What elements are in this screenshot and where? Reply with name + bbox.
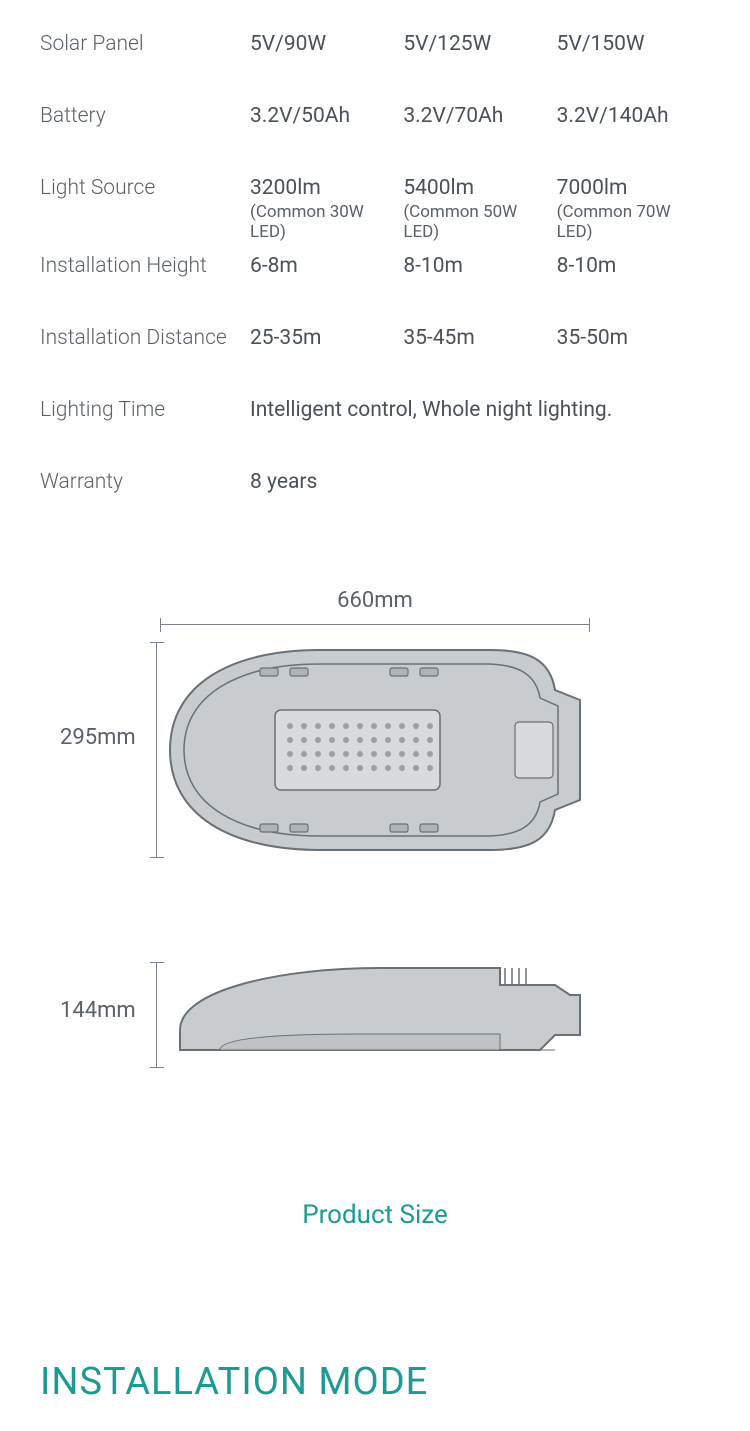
- spec-table: Solar Panel 5V/90W 5V/125W 5V/150W Batte…: [0, 0, 750, 530]
- spec-subvalue: (Common 50W LED): [403, 202, 556, 242]
- product-top-view: [160, 640, 590, 860]
- spec-subvalue: (Common 70W LED): [557, 202, 710, 242]
- spec-label: Solar Panel: [40, 32, 250, 56]
- product-side-view: [160, 960, 590, 1070]
- spec-value: 3200lm (Common 30W LED): [250, 176, 403, 242]
- spec-value: 3.2V/140Ah: [557, 104, 710, 128]
- spec-value: 7000lm (Common 70W LED): [557, 176, 710, 242]
- spec-value: Intelligent control, Whole night lightin…: [250, 398, 710, 422]
- spec-row-warranty: Warranty 8 years: [40, 458, 710, 530]
- spec-value: 3.2V/70Ah: [403, 104, 556, 128]
- dimension-thickness-label: 144mm: [60, 998, 136, 1023]
- product-diagram: 660mm 295mm: [0, 570, 750, 1130]
- spec-value: 35-45m: [403, 326, 556, 350]
- spec-value: 8 years: [250, 470, 710, 494]
- dimension-width-label: 660mm: [0, 588, 750, 613]
- spec-value: 35-50m: [557, 326, 710, 350]
- spec-row-battery: Battery 3.2V/50Ah 3.2V/70Ah 3.2V/140Ah: [40, 92, 710, 164]
- section-title-installation-mode: INSTALLATION MODE: [40, 1360, 750, 1404]
- spec-value: 8-10m: [557, 254, 710, 278]
- spec-label: Installation Distance: [40, 326, 250, 350]
- spec-row-install-height: Installation Height 6-8m 8-10m 8-10m: [40, 242, 710, 314]
- spec-value: 5V/150W: [557, 32, 710, 56]
- spec-label: Lighting Time: [40, 398, 250, 422]
- spec-value: 8-10m: [403, 254, 556, 278]
- spec-row-solar-panel: Solar Panel 5V/90W 5V/125W 5V/150W: [40, 20, 710, 92]
- spec-value: 5V/90W: [250, 32, 403, 56]
- spec-row-install-distance: Installation Distance 25-35m 35-45m 35-5…: [40, 314, 710, 386]
- spec-row-lighting-time: Lighting Time Intelligent control, Whole…: [40, 386, 710, 458]
- dimension-height-label: 295mm: [60, 725, 136, 750]
- spec-label: Battery: [40, 104, 250, 128]
- spec-label: Light Source: [40, 176, 250, 200]
- spec-value: 25-35m: [250, 326, 403, 350]
- spec-label: Warranty: [40, 470, 250, 494]
- spec-value: 5V/125W: [403, 32, 556, 56]
- spec-row-light-source: Light Source 3200lm (Common 30W LED) 540…: [40, 164, 710, 242]
- dimension-width-line: [160, 618, 590, 632]
- diagram-caption: Product Size: [0, 1200, 750, 1230]
- spec-value: 5400lm (Common 50W LED): [403, 176, 556, 242]
- spec-subvalue: (Common 30W LED): [250, 202, 403, 242]
- spec-label: Installation Height: [40, 254, 250, 278]
- spec-value: 3.2V/50Ah: [250, 104, 403, 128]
- spec-value: 6-8m: [250, 254, 403, 278]
